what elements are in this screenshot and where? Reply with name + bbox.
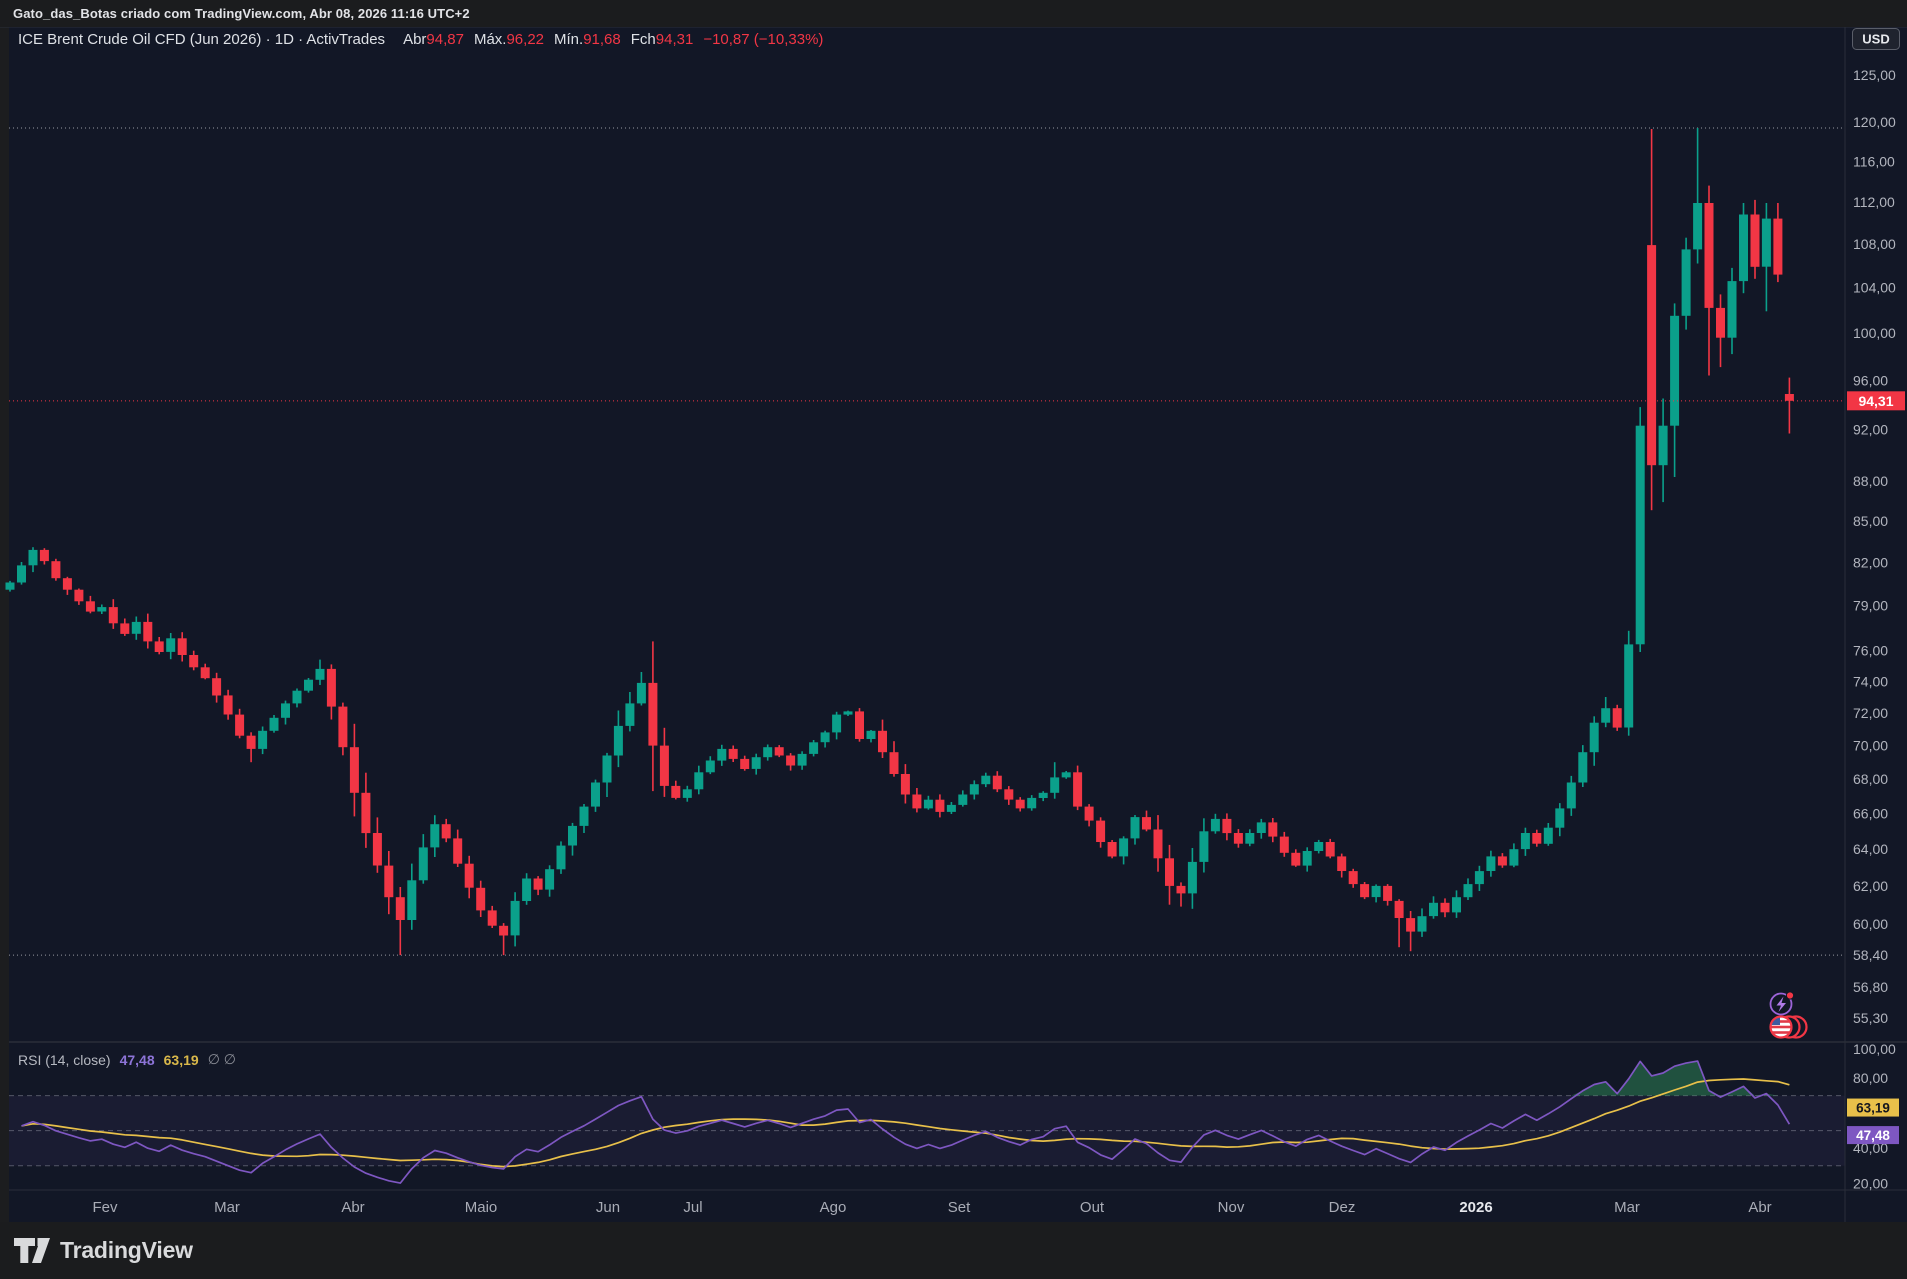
rsi-overbought-fill bbox=[21, 1061, 1790, 1096]
rsi-extra-values: ∅ ∅ bbox=[207, 1051, 236, 1067]
time-tick-label: 2026 bbox=[1459, 1199, 1492, 1216]
price-change: −10,87 (−10,33%) bbox=[703, 31, 824, 48]
time-tick-label: Jul bbox=[683, 1199, 702, 1216]
time-tick-label: Abr bbox=[1748, 1199, 1771, 1216]
price-tick-label: 112,00 bbox=[1853, 194, 1895, 210]
ohlc-open: Abr94,87 bbox=[403, 31, 464, 48]
price-tick-label: 58,40 bbox=[1853, 947, 1888, 963]
price-tick-label: 82,00 bbox=[1853, 555, 1888, 571]
price-tick-label: 74,00 bbox=[1853, 673, 1888, 689]
time-tick-label: Ago bbox=[820, 1199, 847, 1216]
ohlc-close: Fch94,31 bbox=[630, 31, 694, 48]
price-tick-label: 64,00 bbox=[1853, 841, 1888, 857]
time-tick-label: Jun bbox=[596, 1199, 620, 1216]
footer-bar: TradingView bbox=[0, 1222, 1907, 1279]
rsi-tick-label: 100,00 bbox=[1853, 1041, 1896, 1057]
time-tick-label: Mar bbox=[214, 1199, 240, 1216]
rsi-tick-label: 40,00 bbox=[1853, 1140, 1888, 1156]
rsi-ma-label: 63,19 bbox=[1847, 1098, 1899, 1117]
price-tick-label: 62,00 bbox=[1853, 878, 1888, 894]
svg-text:94,31: 94,31 bbox=[1858, 393, 1893, 409]
price-tick-label: 60,00 bbox=[1853, 916, 1888, 932]
svg-text:USD: USD bbox=[1862, 32, 1889, 47]
rsi-tick-label: 80,00 bbox=[1853, 1070, 1888, 1086]
price-tick-label: 76,00 bbox=[1853, 643, 1888, 659]
rsi-band bbox=[9, 1095, 1845, 1166]
rsi-tick-label: 20,00 bbox=[1853, 1175, 1888, 1191]
time-tick-label: Fev bbox=[92, 1199, 118, 1216]
price-tick-label: 88,00 bbox=[1853, 473, 1888, 489]
svg-text:47,48: 47,48 bbox=[1856, 1128, 1890, 1143]
economic-events-icon[interactable] bbox=[1769, 1015, 1808, 1039]
time-tick-label: Maio bbox=[465, 1199, 498, 1216]
price-tick-label: 104,00 bbox=[1853, 280, 1896, 296]
time-tick-label: Abr bbox=[341, 1199, 364, 1216]
price-tick-label: 116,00 bbox=[1853, 153, 1895, 169]
time-tick-label: Mar bbox=[1614, 1199, 1640, 1216]
ohlc-low: Mín.91,68 bbox=[554, 31, 621, 48]
candles-layer[interactable] bbox=[5, 128, 1794, 956]
price-tick-label: 120,00 bbox=[1853, 114, 1896, 130]
attribution-bar: Gato_das_Botas criado com TradingView.co… bbox=[0, 0, 1907, 27]
price-tick-label: 56,80 bbox=[1853, 979, 1888, 995]
time-tick-label: Out bbox=[1080, 1199, 1105, 1216]
rsi-ma-value: 63,19 bbox=[163, 1051, 199, 1068]
price-tick-label: 92,00 bbox=[1853, 422, 1888, 438]
time-tick-label: Dez bbox=[1329, 1199, 1356, 1216]
price-tick-label: 108,00 bbox=[1853, 236, 1896, 252]
price-tick-label: 125,00 bbox=[1853, 67, 1896, 83]
tradingview-logo-text: TradingView bbox=[60, 1237, 193, 1263]
rsi-axis[interactable]: 100,00 80,00 40,00 20,00 bbox=[1853, 1041, 1896, 1191]
symbol-title: ICE Brent Crude Oil CFD (Jun 2026) · 1D … bbox=[18, 31, 386, 48]
last-price-label: 94,31 bbox=[1847, 391, 1905, 411]
tradingview-logo-icon bbox=[14, 1238, 50, 1263]
price-axis[interactable]: 125,00 120,00 116,00 112,00 108,00 104,00 100,… bbox=[1853, 67, 1896, 1026]
price-tick-label: 100,00 bbox=[1853, 325, 1896, 341]
rsi-value: 47,48 bbox=[119, 1051, 155, 1068]
time-tick-label: Nov bbox=[1218, 1199, 1245, 1216]
rsi-legend[interactable]: RSI (14, close) 47,48 63,19 ∅ ∅ bbox=[18, 1051, 236, 1068]
currency-button[interactable]: USD bbox=[1852, 28, 1900, 50]
lightning-event-icon[interactable] bbox=[1769, 991, 1795, 1016]
price-tick-label: 55,30 bbox=[1853, 1010, 1888, 1026]
price-tick-label: 66,00 bbox=[1853, 806, 1888, 822]
rsi-pane[interactable] bbox=[9, 1060, 1845, 1184]
price-tick-label: 72,00 bbox=[1853, 705, 1888, 721]
ohlc-high: Máx.96,22 bbox=[473, 31, 545, 48]
price-tick-label: 96,00 bbox=[1853, 372, 1888, 388]
rsi-value-label: 47,48 bbox=[1847, 1126, 1899, 1145]
time-tick-label: Set bbox=[948, 1199, 971, 1216]
symbol-legend[interactable]: ICE Brent Crude Oil CFD (Jun 2026) · 1D … bbox=[18, 31, 823, 48]
chart-background bbox=[9, 27, 1907, 1222]
price-tick-label: 85,00 bbox=[1853, 513, 1888, 529]
rsi-line bbox=[21, 1060, 1791, 1184]
svg-text:63,19: 63,19 bbox=[1856, 1101, 1890, 1116]
price-tick-label: 79,00 bbox=[1853, 598, 1888, 614]
tradingview-logo[interactable]: TradingView bbox=[14, 1237, 193, 1264]
price-tick-label: 70,00 bbox=[1853, 738, 1888, 754]
rsi-ma-line bbox=[21, 1078, 1790, 1168]
attribution-text: Gato_das_Botas criado com TradingView.co… bbox=[13, 6, 470, 21]
rsi-title: RSI (14, close) bbox=[18, 1051, 111, 1068]
price-tick-label: 68,00 bbox=[1853, 771, 1888, 787]
time-axis[interactable]: Fev Mar Abr Maio Jun Jul Ago Set Out Nov Dez 2026 Ma… bbox=[92, 1199, 1771, 1216]
